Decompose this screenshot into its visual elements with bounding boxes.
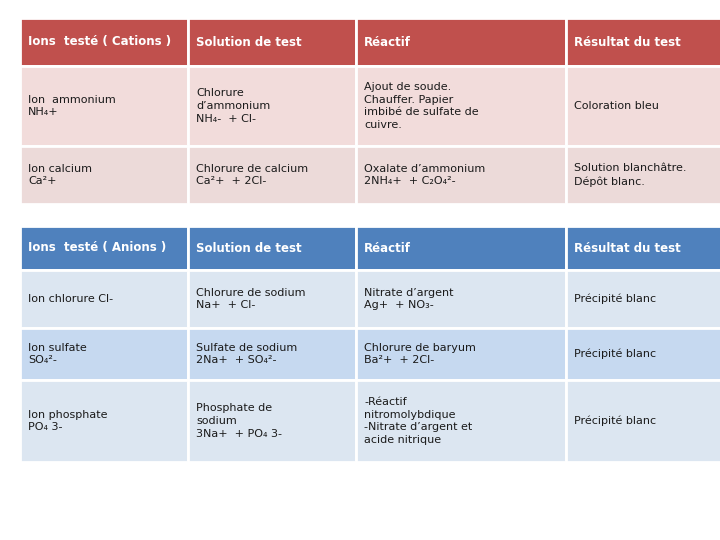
Text: Ion calcium
Ca²+: Ion calcium Ca²+ [28, 164, 92, 186]
Text: Ion chlorure Cl-: Ion chlorure Cl- [28, 294, 113, 304]
Text: Ajout de soude.
Chauffer. Papier
imbibé de sulfate de
cuivre.: Ajout de soude. Chauffer. Papier imbibé … [364, 82, 479, 130]
Text: Précipité blanc: Précipité blanc [574, 416, 656, 426]
Bar [20, 66, 188, 146]
Bar [356, 146, 566, 204]
Bar [356, 66, 566, 146]
Text: Ion phosphate
PO₄ 3-: Ion phosphate PO₄ 3- [28, 410, 107, 433]
Bar [566, 328, 720, 380]
Bar [20, 146, 188, 204]
Bar [188, 226, 356, 270]
Text: Résultat du test: Résultat du test [574, 241, 680, 254]
Bar [20, 226, 188, 270]
Bar [188, 380, 356, 462]
Bar [188, 66, 356, 146]
Bar [356, 380, 566, 462]
Text: Solution de test: Solution de test [196, 36, 302, 49]
Text: Solution blanchâtre.
Dépôt blanc.: Solution blanchâtre. Dépôt blanc. [574, 163, 686, 187]
Text: Chlorure de calcium
Ca²+  + 2Cl-: Chlorure de calcium Ca²+ + 2Cl- [196, 164, 308, 186]
Bar [20, 328, 188, 380]
Bar [188, 270, 356, 328]
Text: Solution de test: Solution de test [196, 241, 302, 254]
Bar [188, 328, 356, 380]
Text: Coloration bleu: Coloration bleu [574, 101, 659, 111]
Bar [566, 66, 720, 146]
Bar [20, 380, 188, 462]
Bar [566, 18, 720, 66]
Text: Précipité blanc: Précipité blanc [574, 294, 656, 304]
Bar [188, 146, 356, 204]
Text: Ions  testé ( Cations ): Ions testé ( Cations ) [28, 36, 171, 49]
Text: Nitrate d’argent
Ag+  + NO₃-: Nitrate d’argent Ag+ + NO₃- [364, 288, 454, 310]
Bar [20, 18, 188, 66]
Bar [566, 270, 720, 328]
Text: Réactif: Réactif [364, 36, 411, 49]
Text: Ion sulfate
SO₄²-: Ion sulfate SO₄²- [28, 342, 86, 366]
Bar [20, 270, 188, 328]
Text: -Réactif
nitromolybdique
-Nitrate d’argent et
acide nitrique: -Réactif nitromolybdique -Nitrate d’arge… [364, 397, 472, 445]
Bar [566, 146, 720, 204]
Text: Phosphate de
sodium
3Na+  + PO₄ 3-: Phosphate de sodium 3Na+ + PO₄ 3- [196, 403, 282, 439]
Bar [356, 18, 566, 66]
Text: Chlorure de baryum
Ba²+  + 2Cl-: Chlorure de baryum Ba²+ + 2Cl- [364, 342, 476, 366]
Bar [566, 226, 720, 270]
Text: Sulfate de sodium
2Na+  + SO₄²-: Sulfate de sodium 2Na+ + SO₄²- [196, 342, 297, 366]
Bar [188, 18, 356, 66]
Bar [356, 226, 566, 270]
Bar [356, 328, 566, 380]
Text: Réactif: Réactif [364, 241, 411, 254]
Text: Oxalate d’ammonium
2NH₄+  + C₂O₄²-: Oxalate d’ammonium 2NH₄+ + C₂O₄²- [364, 164, 485, 186]
Text: Précipité blanc: Précipité blanc [574, 349, 656, 359]
Text: Ion  ammonium
NH₄+: Ion ammonium NH₄+ [28, 94, 116, 117]
Bar [356, 270, 566, 328]
Text: Chlorure de sodium
Na+  + Cl-: Chlorure de sodium Na+ + Cl- [196, 288, 305, 310]
Text: Résultat du test: Résultat du test [574, 36, 680, 49]
Text: Chlorure
d’ammonium
NH₄-  + Cl-: Chlorure d’ammonium NH₄- + Cl- [196, 88, 270, 124]
Text: Ions  testé ( Anions ): Ions testé ( Anions ) [28, 241, 166, 254]
Bar [566, 380, 720, 462]
